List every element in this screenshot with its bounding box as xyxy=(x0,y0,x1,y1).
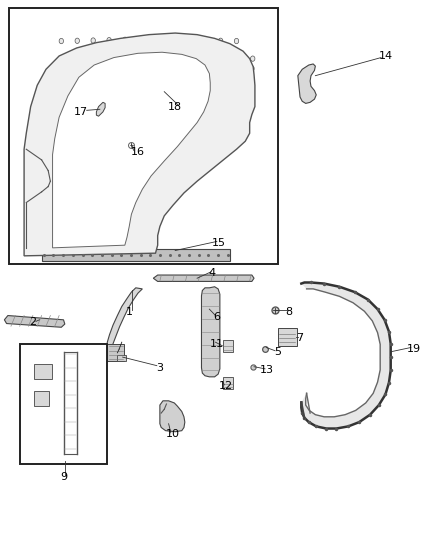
Circle shape xyxy=(187,37,191,43)
Text: 17: 17 xyxy=(74,107,88,117)
Circle shape xyxy=(245,125,250,131)
Circle shape xyxy=(219,38,223,44)
Bar xyxy=(25,207,36,220)
Circle shape xyxy=(169,411,177,422)
Circle shape xyxy=(35,161,41,168)
Polygon shape xyxy=(106,288,142,356)
Text: 11: 11 xyxy=(210,339,224,349)
Circle shape xyxy=(124,250,128,255)
Bar xyxy=(117,355,126,361)
Circle shape xyxy=(34,224,39,230)
Bar xyxy=(155,87,169,96)
Polygon shape xyxy=(53,52,210,248)
Circle shape xyxy=(56,250,60,255)
Circle shape xyxy=(247,106,251,111)
Text: 18: 18 xyxy=(168,102,182,111)
Circle shape xyxy=(95,250,99,255)
Text: 14: 14 xyxy=(378,51,392,61)
Bar xyxy=(25,180,36,193)
Circle shape xyxy=(35,193,40,199)
Circle shape xyxy=(36,250,40,255)
Circle shape xyxy=(144,250,148,255)
Circle shape xyxy=(26,250,31,255)
Circle shape xyxy=(153,250,158,255)
Text: 13: 13 xyxy=(260,366,274,375)
Bar xyxy=(155,65,169,74)
Polygon shape xyxy=(96,102,105,116)
Circle shape xyxy=(34,245,39,251)
Circle shape xyxy=(34,235,39,241)
Polygon shape xyxy=(201,287,220,377)
Bar xyxy=(25,161,36,174)
Circle shape xyxy=(46,250,50,255)
Circle shape xyxy=(247,95,252,101)
Polygon shape xyxy=(298,64,316,103)
Circle shape xyxy=(114,250,119,255)
Text: 4: 4 xyxy=(209,268,216,278)
Circle shape xyxy=(250,66,254,71)
Polygon shape xyxy=(301,282,391,429)
Circle shape xyxy=(36,151,41,158)
Circle shape xyxy=(134,250,138,255)
Text: 10: 10 xyxy=(166,430,180,439)
Text: 5: 5 xyxy=(275,347,282,357)
Circle shape xyxy=(35,214,40,220)
Circle shape xyxy=(75,38,79,44)
Bar xyxy=(278,328,297,346)
Circle shape xyxy=(246,115,251,120)
Text: 1: 1 xyxy=(126,307,133,317)
Bar xyxy=(223,377,233,389)
Bar xyxy=(20,344,107,464)
Circle shape xyxy=(35,172,41,179)
Circle shape xyxy=(35,182,40,189)
Circle shape xyxy=(104,250,109,255)
Text: 19: 19 xyxy=(407,344,421,354)
Bar xyxy=(34,391,49,406)
Polygon shape xyxy=(4,316,65,327)
Polygon shape xyxy=(24,33,255,256)
Circle shape xyxy=(59,38,64,44)
Circle shape xyxy=(65,250,70,255)
Bar xyxy=(34,364,52,379)
Polygon shape xyxy=(160,401,185,432)
Text: 2: 2 xyxy=(29,318,36,327)
Text: 6: 6 xyxy=(213,312,220,322)
Text: 3: 3 xyxy=(156,363,163,373)
Text: 8: 8 xyxy=(286,307,293,317)
Bar xyxy=(9,8,278,264)
Circle shape xyxy=(107,37,111,43)
Text: 15: 15 xyxy=(212,238,226,247)
Circle shape xyxy=(155,37,159,42)
Circle shape xyxy=(139,37,143,42)
Text: 12: 12 xyxy=(219,382,233,391)
Circle shape xyxy=(249,76,254,81)
Bar xyxy=(155,74,169,83)
Bar xyxy=(25,225,36,238)
Text: 7: 7 xyxy=(297,334,304,343)
Circle shape xyxy=(35,203,40,209)
Bar xyxy=(107,344,124,361)
Text: 16: 16 xyxy=(131,147,145,157)
Polygon shape xyxy=(153,275,254,281)
Circle shape xyxy=(91,38,95,43)
Circle shape xyxy=(85,250,89,255)
Circle shape xyxy=(75,250,80,255)
Bar xyxy=(223,340,233,352)
Circle shape xyxy=(234,38,239,44)
Circle shape xyxy=(202,38,207,43)
Text: 9: 9 xyxy=(60,472,67,482)
Bar xyxy=(42,249,230,261)
Circle shape xyxy=(164,406,182,427)
Circle shape xyxy=(248,86,253,91)
Circle shape xyxy=(251,56,255,61)
Circle shape xyxy=(171,37,175,43)
Circle shape xyxy=(123,37,127,43)
